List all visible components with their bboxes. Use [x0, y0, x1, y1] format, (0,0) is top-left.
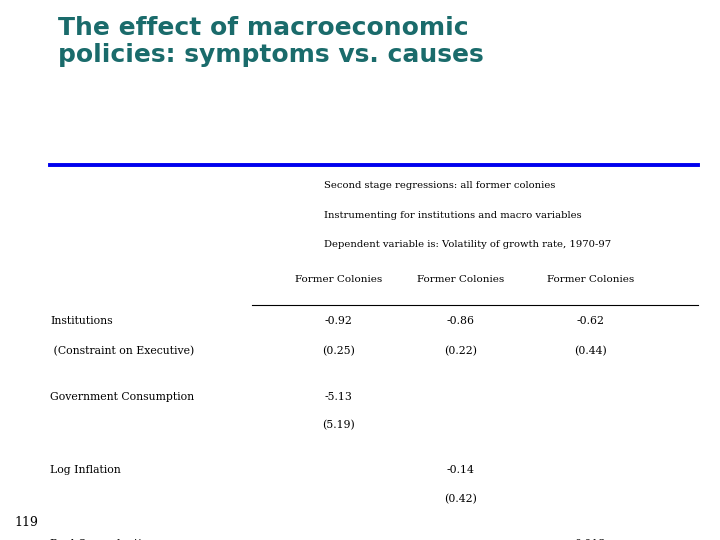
Text: Former Colonies: Former Colonies	[294, 275, 382, 285]
Text: Second stage regressions: all former colonies: Second stage regressions: all former col…	[324, 181, 555, 190]
Text: Former Colonies: Former Colonies	[546, 275, 634, 285]
Text: Government Consumption: Government Consumption	[50, 392, 194, 402]
Text: Institutions: Institutions	[50, 316, 113, 326]
Text: Dependent variable is: Volatility of growth rate, 1970-97: Dependent variable is: Volatility of gro…	[324, 240, 611, 249]
Text: (0.44): (0.44)	[574, 346, 607, 356]
Text: (0.42): (0.42)	[444, 494, 477, 504]
Text: -0.86: -0.86	[447, 316, 474, 326]
Text: The effect of macroeconomic
policies: symptoms vs. causes: The effect of macroeconomic policies: sy…	[58, 16, 483, 67]
Text: -0.14: -0.14	[447, 465, 474, 476]
Text: 119: 119	[14, 516, 38, 529]
Text: -0.62: -0.62	[577, 316, 604, 326]
Text: -5.13: -5.13	[325, 392, 352, 402]
Text: Log Inflation: Log Inflation	[50, 465, 121, 476]
Text: -0.92: -0.92	[325, 316, 352, 326]
Text: (Constraint on Executive): (Constraint on Executive)	[50, 346, 194, 356]
Text: Former Colonies: Former Colonies	[417, 275, 505, 285]
Text: (0.25): (0.25)	[322, 346, 355, 356]
Text: (5.19): (5.19)	[322, 420, 355, 430]
Text: (0.22): (0.22)	[444, 346, 477, 356]
Text: Instrumenting for institutions and macro variables: Instrumenting for institutions and macro…	[324, 211, 582, 220]
